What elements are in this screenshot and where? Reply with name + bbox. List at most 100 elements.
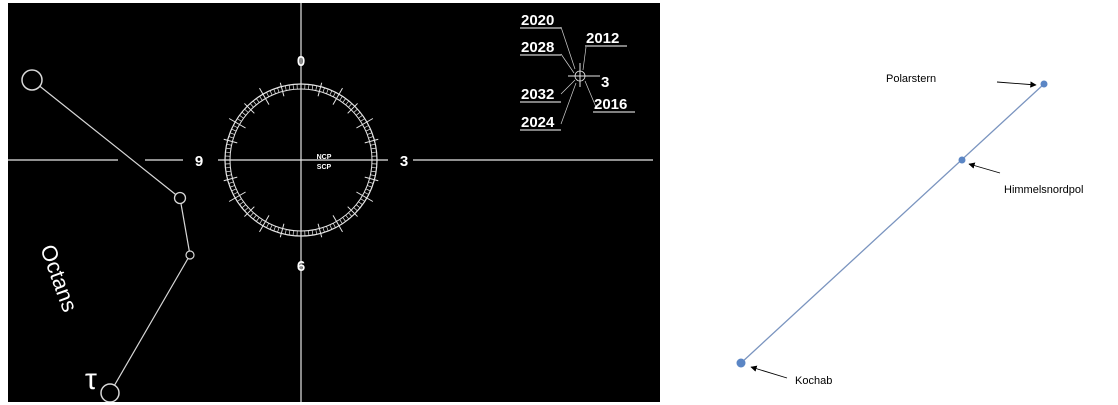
dial-tick bbox=[360, 118, 365, 122]
dial-tick bbox=[367, 132, 373, 135]
dial-tick bbox=[329, 224, 333, 230]
star-marker-lower bbox=[185, 250, 195, 260]
dial-tick bbox=[347, 103, 358, 114]
dial-tick bbox=[237, 118, 242, 122]
dial-tick bbox=[226, 143, 232, 146]
dial-tick bbox=[371, 167, 377, 169]
dial-tick bbox=[292, 84, 294, 90]
dial-tick bbox=[342, 98, 346, 103]
pole-alignment-panel: Polarstern Himmelsnordpol Kochab bbox=[664, 3, 1118, 402]
dial-tick bbox=[233, 125, 238, 129]
dial-tick bbox=[277, 87, 280, 93]
dial-tick bbox=[322, 227, 325, 233]
dial-label-bottom: 6 bbox=[297, 258, 305, 275]
dial-tick bbox=[364, 176, 379, 182]
dial-tick bbox=[239, 115, 244, 119]
dial-tick bbox=[284, 229, 287, 235]
dial-tick bbox=[225, 147, 231, 150]
polaris-label: Polarstern bbox=[886, 73, 936, 85]
dial-tick bbox=[326, 226, 329, 232]
dial-tick bbox=[355, 204, 361, 209]
polar-chart: 0 3 6 9 NCP SCP 2020 2028 2032 2024 2012 bbox=[8, 3, 653, 402]
kochab-polaris-line bbox=[740, 83, 1045, 364]
dial-tick bbox=[231, 188, 237, 192]
dial-tick bbox=[228, 118, 246, 129]
asterism-line-2 bbox=[179, 197, 191, 256]
dial-tick bbox=[228, 136, 234, 139]
inset-hour-label: 3 bbox=[601, 74, 609, 91]
dial-tick bbox=[332, 87, 343, 105]
leader-2024 bbox=[560, 82, 577, 125]
dial-tick bbox=[355, 111, 361, 116]
dial-tick bbox=[259, 215, 270, 233]
dial-tick bbox=[249, 103, 254, 108]
dial-tick bbox=[371, 151, 377, 153]
ncp-label: NCP bbox=[317, 154, 332, 161]
dial-tick bbox=[225, 170, 231, 173]
dial-tick bbox=[223, 138, 238, 144]
kochab-pointer-arrow bbox=[750, 365, 788, 379]
dial-tick bbox=[353, 108, 358, 113]
dial-tick bbox=[370, 143, 376, 146]
year-2028: 2028 bbox=[521, 39, 554, 56]
asterism-line-1 bbox=[31, 79, 181, 199]
dial-tick bbox=[292, 230, 294, 236]
star-marker-middle bbox=[173, 191, 187, 205]
dial-tick bbox=[364, 138, 379, 144]
dial-tick bbox=[308, 84, 310, 90]
octans-asterism: Octans τ bbox=[21, 69, 195, 402]
dial-tick bbox=[347, 206, 358, 217]
dial-tick bbox=[237, 198, 242, 202]
dial-ticks bbox=[218, 77, 384, 243]
dial-tick bbox=[370, 174, 376, 177]
dial-tick bbox=[279, 82, 285, 97]
dial-tick bbox=[358, 115, 363, 119]
dial-tick bbox=[279, 223, 285, 238]
star-marker-top bbox=[21, 69, 43, 91]
dial-tick bbox=[229, 132, 235, 135]
dial-tick bbox=[288, 230, 291, 236]
tau-label: τ bbox=[85, 363, 97, 396]
dial-tick bbox=[244, 206, 255, 217]
dial-tick bbox=[266, 223, 270, 228]
dial-tick bbox=[231, 128, 237, 132]
dial-tick bbox=[365, 188, 371, 192]
dial-tick bbox=[249, 212, 254, 217]
dial-tick bbox=[273, 88, 276, 94]
dial-tick bbox=[252, 100, 257, 106]
dial-tick bbox=[259, 87, 270, 105]
dial-tick bbox=[368, 181, 374, 184]
dial-label-top: 0 bbox=[297, 53, 305, 70]
dial-label-left: 9 bbox=[195, 153, 203, 170]
dial-tick bbox=[348, 212, 353, 217]
dial-tick bbox=[256, 98, 260, 103]
dial-tick bbox=[233, 191, 238, 195]
dial-tick bbox=[356, 191, 374, 202]
leader-2028 bbox=[560, 53, 575, 74]
dial-tick bbox=[241, 111, 247, 116]
star-marker-tau bbox=[100, 383, 120, 402]
year-2016: 2016 bbox=[594, 96, 627, 113]
dial-tick bbox=[228, 181, 234, 184]
asterism-line-3 bbox=[109, 254, 191, 394]
dial-tick bbox=[229, 185, 235, 188]
dial-tick bbox=[353, 207, 358, 212]
dial-tick bbox=[228, 191, 246, 202]
polaris-pointer-arrow bbox=[996, 81, 1037, 88]
north-pole-dot bbox=[958, 156, 966, 164]
dial-tick bbox=[339, 96, 343, 101]
dial-tick bbox=[332, 223, 336, 228]
dial-tick bbox=[342, 217, 346, 222]
kochab-star-dot bbox=[736, 358, 746, 368]
dial-tick bbox=[269, 224, 273, 230]
polaris-star-dot bbox=[1040, 80, 1048, 88]
dial-tick bbox=[358, 201, 363, 205]
year-2032: 2032 bbox=[521, 86, 554, 103]
dial-tick bbox=[317, 223, 323, 238]
north-pole-label: Himmelsnordpol bbox=[1004, 184, 1083, 196]
north-pole-pointer-arrow bbox=[968, 162, 1001, 174]
dial-tick bbox=[339, 219, 343, 224]
dial-tick bbox=[315, 229, 318, 235]
dial-tick bbox=[364, 191, 369, 195]
dial-tick bbox=[315, 85, 318, 91]
